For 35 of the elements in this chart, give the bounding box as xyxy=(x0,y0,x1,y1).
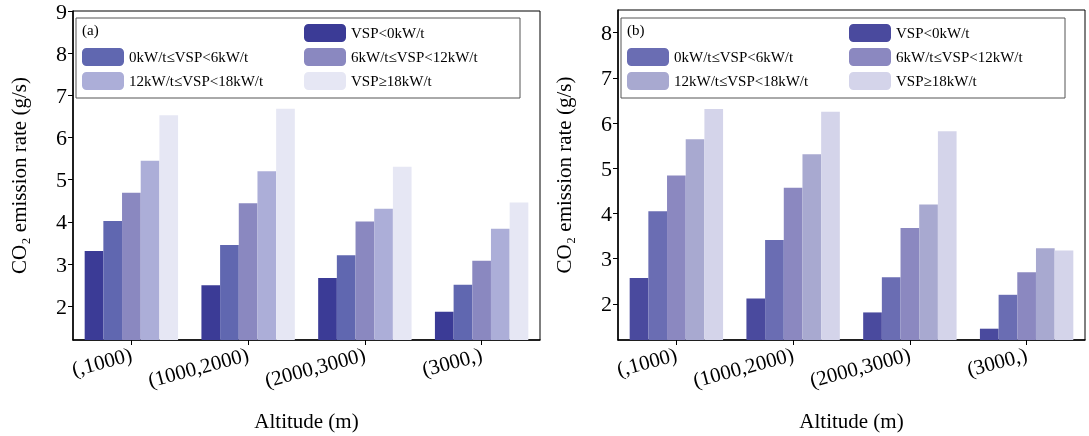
legend-label: 0kW/t≤VSP<6kW/t xyxy=(129,49,250,65)
y-axis-title: CO₂ emission rate (g/s) xyxy=(6,77,31,274)
y-tick-label: 2 xyxy=(56,293,67,319)
legend-label: 6kW/t≤VSP<12kW/t xyxy=(896,49,1024,65)
y-tick-label: 3 xyxy=(56,251,67,277)
annotation: (b) xyxy=(627,21,645,39)
y-tick-label: 8 xyxy=(601,20,612,46)
x-tick-label: (,1000) xyxy=(614,342,680,382)
y-tick-label: 7 xyxy=(56,82,67,108)
legend-label: 0kW/t≤VSP<6kW/t xyxy=(674,49,795,65)
x-tick-label: (3000,) xyxy=(964,342,1030,382)
y-tick-label: 9 xyxy=(56,0,67,24)
legend-label: 12kW/t≤VSP<18kW/t xyxy=(129,73,265,89)
y-tick-label: 2 xyxy=(601,291,612,317)
annotation: (a) xyxy=(82,21,99,39)
y-tick-label: 5 xyxy=(56,167,67,193)
x-tick-label: (,1000) xyxy=(69,342,135,382)
y-axis-title: CO₂ emission rate (g/s) xyxy=(551,76,576,274)
y-tick-label: 4 xyxy=(601,200,612,226)
y-tick-label: 7 xyxy=(601,65,612,91)
legend-label: 6kW/t≤VSP<12kW/t xyxy=(351,49,479,65)
y-tick-label: 6 xyxy=(56,125,67,151)
y-tick-label: 3 xyxy=(601,246,612,272)
legend-label: VSP<0kW/t xyxy=(351,25,426,41)
x-axis-title: Altitude (m) xyxy=(799,408,904,433)
legend-label: 12kW/t≤VSP<18kW/t xyxy=(674,73,810,89)
y-tick-label: 5 xyxy=(601,155,612,181)
y-tick-label: 6 xyxy=(601,110,612,136)
legend-label: VSP≥18kW/t xyxy=(351,73,433,89)
y-tick-label: 4 xyxy=(56,209,67,235)
y-tick-label: 8 xyxy=(56,40,67,66)
legend-label: VSP<0kW/t xyxy=(896,25,971,41)
legend-label: VSP≥18kW/t xyxy=(896,73,978,89)
x-tick-label: (3000,) xyxy=(419,342,485,382)
x-axis-title: Altitude (m) xyxy=(254,408,359,433)
